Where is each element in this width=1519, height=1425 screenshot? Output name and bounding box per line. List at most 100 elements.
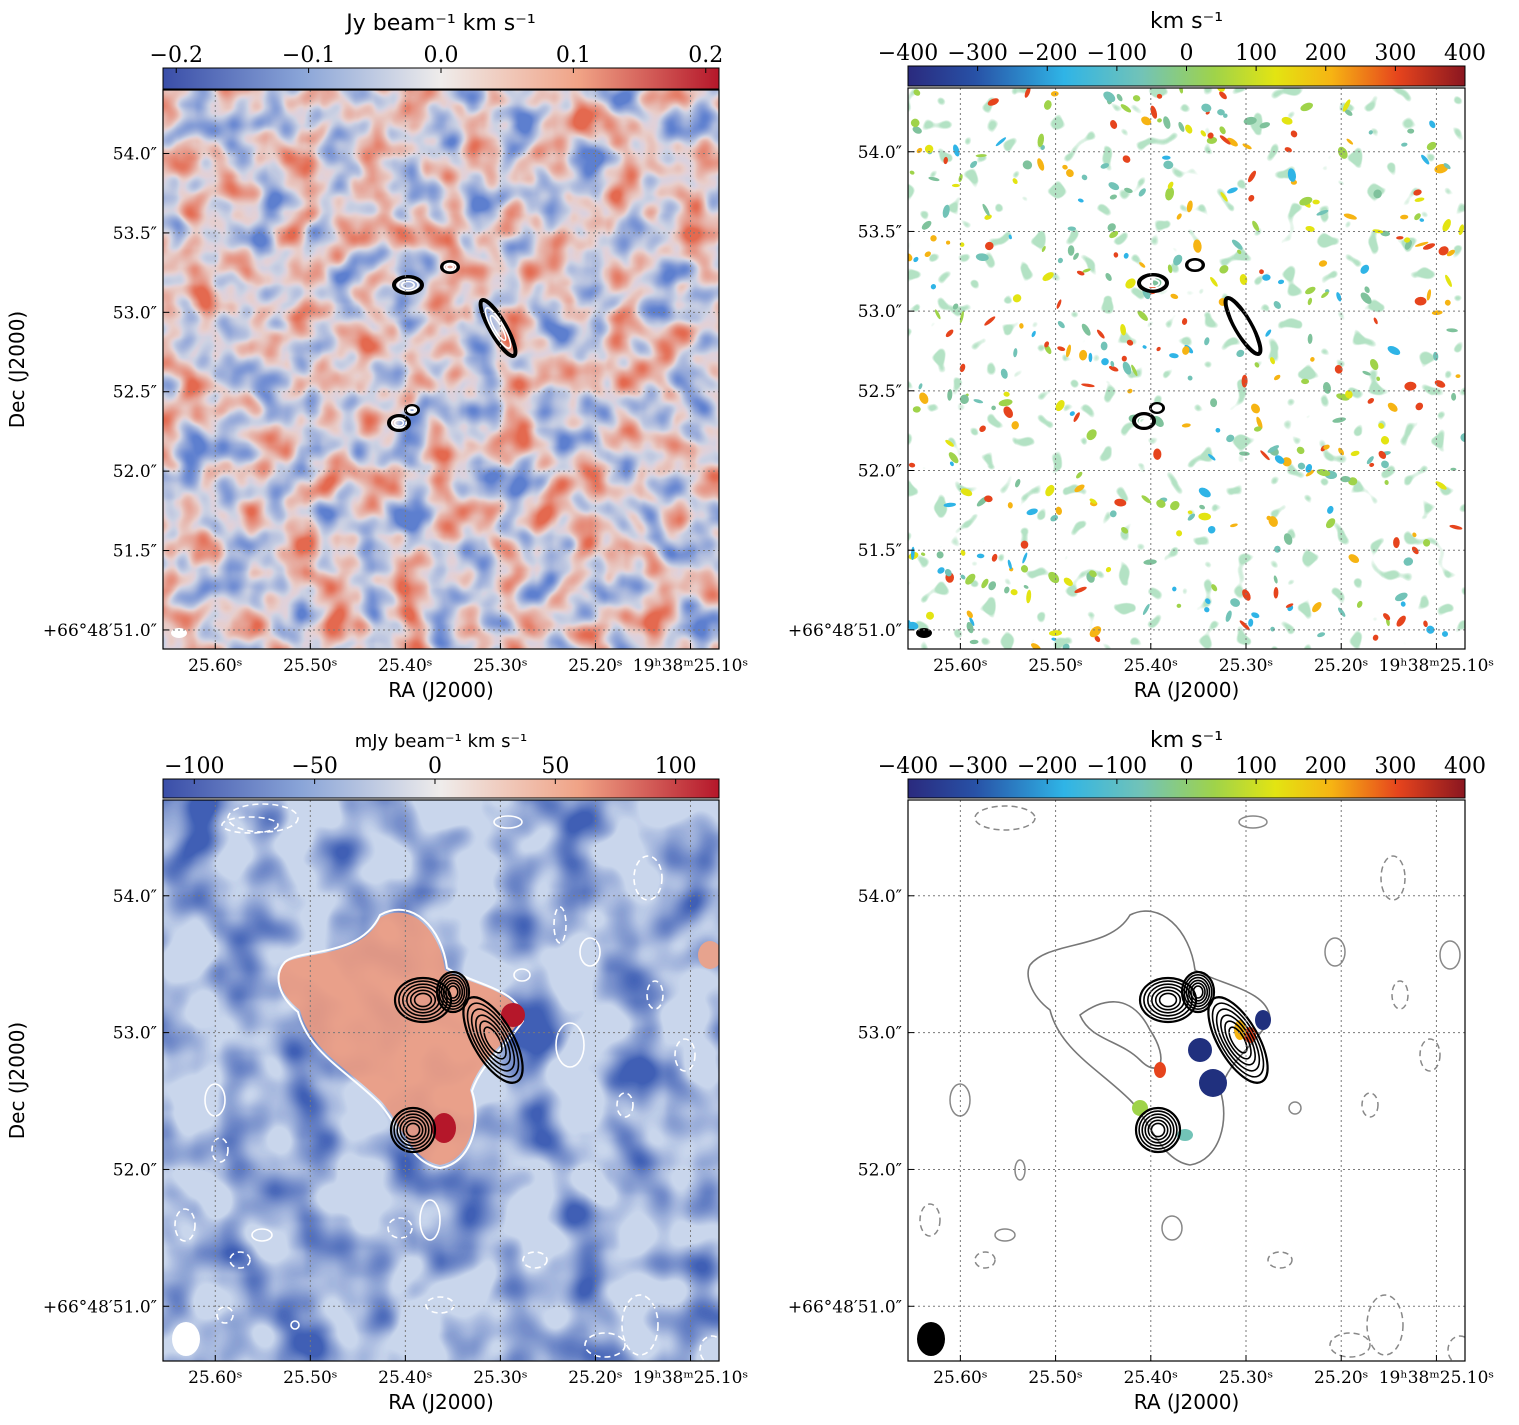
grey-contour [1079,1001,1162,1069]
velocity-blob [1023,585,1029,589]
panel-bottom-right: 25.60ˢ 25.50ˢ 25.40ˢ 25.30ˢ 25.20ˢ 19ʰ38ᵐ25.1… [788,728,1494,1414]
velocity-blob [995,137,1007,147]
colorbar-tick-label: −0.1 [282,43,335,68]
plot-frame [907,799,1466,1362]
negative-contour [211,1137,229,1163]
y-tick-label: 52.0″ [113,462,157,482]
velocity-blob [1384,480,1389,485]
source-contour [1187,979,1209,1005]
velocity-blob [1198,512,1211,521]
colorbar-tick-label: −200 [1017,41,1077,66]
velocity-blob [1277,279,1285,285]
velocity-blob [1067,226,1076,231]
x-tick-label: 25.50ˢ [283,656,337,676]
velocity-blob [1172,586,1177,592]
velocity-blob [1247,170,1257,183]
velocity-blob [934,309,941,320]
velocity-blob [1082,268,1091,273]
velocity-blob [987,98,999,106]
colorbar-tick-label: −50 [291,754,337,779]
velocity-blob [1395,592,1408,602]
source-contour [404,404,420,416]
velocity-blob [1350,450,1360,457]
velocity-blob [1007,559,1012,570]
source-contour [1134,1106,1182,1154]
negative-contour [699,1335,719,1361]
velocity-blob [1300,102,1313,112]
velocity-blob [1176,530,1183,537]
velocity-blob [1338,447,1345,456]
velocity-blob [1173,254,1183,266]
colorbar-tick-label: 100 [1235,754,1277,779]
velocity-blob [1219,135,1231,145]
velocity-blob [1344,109,1353,116]
x-tick-label: 25.20ˢ [568,656,622,676]
velocity-blob [1063,577,1073,587]
map-area [908,88,1465,649]
source-contour [1185,258,1205,272]
source-contour [1223,296,1263,356]
source-contour [1158,992,1178,1008]
velocity-blob [1396,615,1406,627]
velocity-blob [1122,361,1132,375]
velocity-blob [1137,310,1148,321]
velocity-blob [1325,518,1336,529]
velocity-blob [1108,365,1119,372]
velocity-blob [1096,329,1105,339]
x-tick-label: 25.20ˢ [1314,656,1368,676]
velocity-blob [1274,455,1285,464]
source-contour [409,989,437,1011]
velocity-blob [1050,514,1059,522]
velocity-blob [1423,620,1428,628]
colorbar-tick-label: 0 [428,754,442,779]
velocity-blob [1186,200,1193,213]
y-tick-label: 51.5″ [858,541,902,561]
velocity-blob [959,242,965,247]
velocity-blob [976,553,985,559]
source-contour [405,1122,421,1138]
velocity-blob [1109,510,1117,518]
emission-region [279,912,520,1165]
velocity-blob [1393,537,1400,549]
velocity-blob [1400,601,1406,607]
source-contour [1146,278,1161,288]
velocity-blob [1204,337,1210,346]
source-contour [483,1026,503,1054]
velocity-blob [988,581,997,591]
colorbar-tick-label: 400 [1444,41,1486,66]
velocity-blob [1445,274,1452,287]
velocity-blob [1260,450,1270,461]
velocity-blob [1026,589,1032,604]
negative-contour [919,1203,941,1237]
velocity-blob [1334,365,1343,374]
velocity-blob [949,461,954,467]
positive-contour [251,1228,273,1242]
source-contour [1142,276,1164,290]
source-contour [470,1008,516,1072]
velocity-blob [1273,575,1278,584]
velocity-blob [1438,246,1449,256]
velocity-blob [1124,187,1133,194]
source-contour [392,275,424,295]
velocity-blob [1026,508,1038,516]
velocity-blob [1265,329,1272,337]
velocity-blob [1122,155,1131,163]
velocity-blob [1066,169,1074,178]
velocity-blob [926,611,934,620]
velocity-blob [959,363,966,373]
negative-contour [425,1296,455,1314]
velocity-blob [1252,220,1260,232]
colorbar-tick-label: 0.0 [424,43,459,68]
velocity-blob [909,170,915,175]
x-axis-label: RA (J2000) [1134,1390,1240,1414]
velocity-blob [1305,469,1315,477]
source-contour [445,982,461,1002]
velocity-blob [912,406,921,413]
x-tick-label: 25.20ˢ [568,1368,622,1388]
velocity-blob [960,488,973,497]
velocity-blob [984,495,993,503]
velocity-blob [1113,252,1119,258]
velocity-blob [1132,95,1141,102]
velocity-blob [1037,133,1045,148]
velocity-blob [1105,566,1112,573]
